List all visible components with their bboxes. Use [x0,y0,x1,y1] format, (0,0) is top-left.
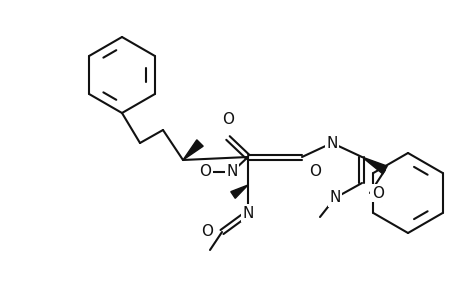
Text: O: O [308,164,320,178]
Polygon shape [361,157,386,174]
Polygon shape [230,185,247,198]
Text: O: O [201,224,213,239]
Text: N: N [242,206,253,220]
Polygon shape [183,140,203,160]
Text: O: O [199,164,211,179]
Text: N: N [226,164,237,179]
Text: O: O [371,185,383,200]
Text: O: O [222,112,234,128]
Text: N: N [325,136,337,151]
Text: N: N [329,190,340,206]
